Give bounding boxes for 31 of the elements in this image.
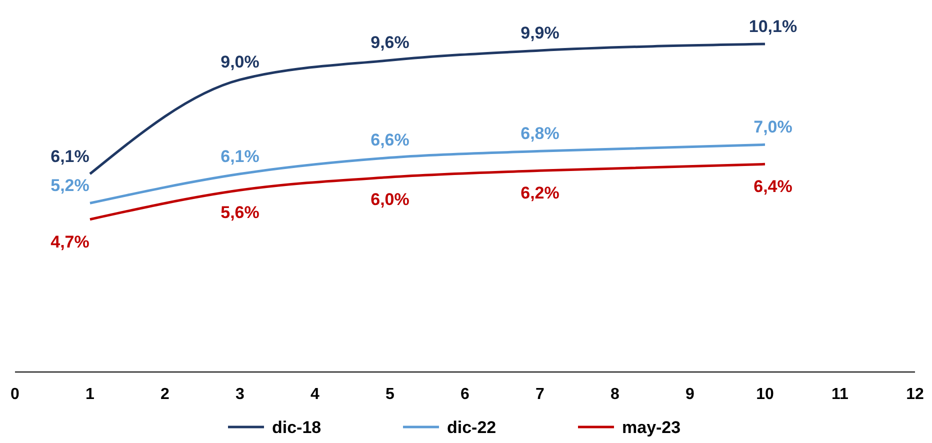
x-tick-label: 10 — [756, 386, 774, 403]
x-tick-label: 12 — [906, 386, 924, 403]
data-label: 6,1% — [220, 146, 260, 166]
data-label: 6,1% — [50, 146, 90, 166]
data-label: 5,6% — [220, 203, 260, 222]
x-tick-label: 5 — [386, 386, 395, 403]
x-tick-label: 3 — [236, 386, 245, 403]
x-tick-label: 9 — [686, 386, 695, 403]
x-tick-label: 8 — [610, 386, 620, 403]
legend-label: may-23 — [622, 418, 681, 437]
data-label: 4,7% — [50, 232, 90, 252]
legend-label: dic-22 — [447, 418, 496, 437]
data-label: 9,6% — [370, 33, 410, 52]
data-label: 5,2% — [50, 176, 90, 196]
x-tick-label: 4 — [310, 386, 320, 403]
legend-label: dic-18 — [272, 418, 322, 437]
x-tick-label: 7 — [536, 386, 545, 403]
x-tick-label: 11 — [832, 386, 849, 403]
data-label: 9,0% — [220, 52, 260, 72]
data-label: 6,8% — [520, 124, 560, 144]
x-tick-label: 0 — [10, 386, 20, 403]
data-label: 6,4% — [754, 177, 792, 196]
data-label: 10,1% — [748, 17, 798, 36]
data-label: 6,2% — [520, 184, 560, 203]
data-label: 6,6% — [370, 130, 410, 150]
data-label: 7,0% — [754, 118, 792, 137]
x-tick-label: 2 — [160, 386, 170, 403]
data-label: 6,0% — [370, 190, 410, 210]
data-label: 9,9% — [520, 23, 560, 42]
x-tick-label: 6 — [460, 386, 470, 403]
x-tick-label: 1 — [86, 386, 95, 403]
